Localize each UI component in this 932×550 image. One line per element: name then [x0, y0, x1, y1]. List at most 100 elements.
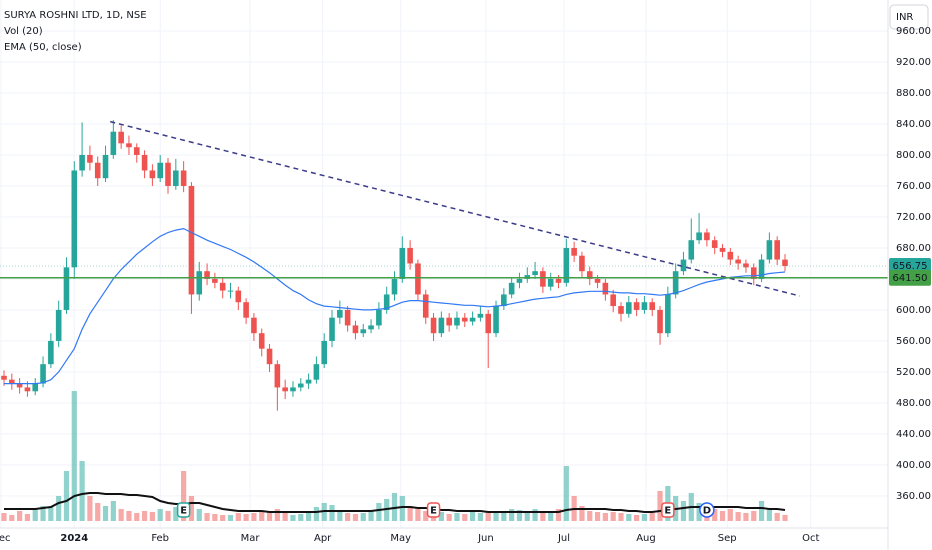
candle-body	[227, 290, 234, 292]
candle-body	[235, 290, 242, 303]
candle-body	[579, 255, 585, 272]
volume-bar	[227, 515, 234, 521]
volume-bar	[680, 501, 687, 521]
volume-bar	[345, 513, 351, 521]
volume-bar	[641, 514, 648, 521]
legend-volume: Vol (20)	[4, 26, 43, 37]
x-tick-label: Mar	[241, 533, 261, 544]
event-label: E	[664, 506, 671, 517]
candle-body	[750, 267, 757, 279]
trend-line	[110, 120, 801, 297]
candle-body	[633, 302, 640, 310]
candle-body	[696, 232, 702, 241]
volume-bar	[337, 511, 343, 521]
x-tick-label: Apr	[314, 533, 332, 544]
volume-bar	[555, 509, 562, 521]
legend-ema: EMA (50, close)	[4, 42, 82, 53]
volume-bar	[282, 513, 288, 521]
volume-bar	[212, 514, 218, 521]
candle-body	[165, 162, 171, 186]
volume-bar	[196, 509, 202, 521]
candle-body	[391, 278, 398, 295]
volume-bar	[266, 511, 273, 521]
volume-bar	[149, 512, 155, 521]
candle-body	[368, 325, 374, 330]
volume-bar	[462, 514, 468, 521]
candle-body	[290, 387, 296, 392]
volume-bar	[618, 513, 624, 521]
y-tick-label: 880.00	[896, 88, 931, 99]
volume-bar	[329, 505, 335, 521]
candle-body	[9, 379, 15, 384]
volume-bar	[454, 513, 460, 521]
currency-label[interactable]: INR	[896, 12, 913, 23]
y-tick-label: 960.00	[896, 26, 931, 37]
candle-body	[204, 271, 210, 279]
volume-bar	[376, 503, 382, 521]
candle-body	[594, 278, 601, 283]
candle-body	[766, 240, 773, 260]
candle-body	[727, 251, 734, 260]
event-label: D	[703, 506, 711, 517]
candle-body	[430, 317, 437, 334]
volume-bar	[48, 507, 54, 521]
candle-body	[618, 306, 624, 314]
volume-bar	[774, 513, 780, 521]
volume-bar	[71, 391, 77, 521]
candle-body	[251, 317, 257, 334]
candle-body	[657, 309, 663, 334]
volume-bar	[751, 511, 757, 521]
volume-bar	[493, 512, 499, 521]
volume-bar	[360, 513, 366, 521]
volume-bar	[305, 513, 312, 521]
candle-body	[508, 282, 515, 295]
plot-area	[0, 0, 888, 528]
x-tick-label: Jul	[557, 533, 570, 544]
candle-body	[282, 387, 288, 392]
event-marker	[699, 502, 715, 518]
volume-bar	[134, 513, 140, 521]
candle-body	[360, 329, 367, 334]
candle-body	[173, 170, 179, 186]
volume-bar	[56, 496, 62, 521]
candle-body	[383, 294, 390, 310]
candle-body	[266, 348, 273, 365]
candle-body	[40, 364, 46, 384]
x-tick-label: Aug	[636, 533, 656, 544]
candle-body	[493, 306, 499, 334]
volume-bar	[470, 512, 476, 521]
volume-bar	[188, 496, 195, 521]
x-tick-label: May	[390, 533, 411, 544]
candle-body	[743, 263, 749, 268]
volume-bar	[165, 511, 171, 521]
candle-body	[610, 294, 616, 307]
candle-body	[305, 379, 312, 384]
volume-bar	[24, 514, 31, 521]
volume-bar	[9, 515, 15, 521]
volume-bar	[102, 506, 109, 521]
volume-bar	[758, 501, 765, 521]
candle-body	[407, 247, 413, 264]
volume-bar	[532, 509, 538, 521]
volume-bar	[524, 511, 530, 521]
candle-body	[297, 383, 304, 388]
volume-bar	[17, 511, 23, 521]
candle-body	[196, 271, 203, 295]
price-tag	[889, 269, 931, 286]
candle-body	[735, 259, 741, 264]
y-tick-label: 520.00	[896, 367, 931, 378]
candle-body	[758, 259, 765, 279]
candle-body	[665, 294, 671, 334]
volume-bar	[735, 512, 741, 521]
currency-button[interactable]	[889, 4, 929, 30]
ema-line	[4, 227, 786, 385]
y-tick-label: 920.00	[896, 57, 931, 68]
volume-bar	[610, 512, 616, 521]
volume-bar	[727, 509, 733, 521]
candle-body	[321, 340, 328, 365]
y-tick-label: 480.00	[896, 398, 931, 409]
candle-body	[680, 259, 687, 272]
candle-body	[672, 271, 679, 295]
volume-bar	[594, 512, 601, 521]
volume-bar	[110, 501, 116, 521]
